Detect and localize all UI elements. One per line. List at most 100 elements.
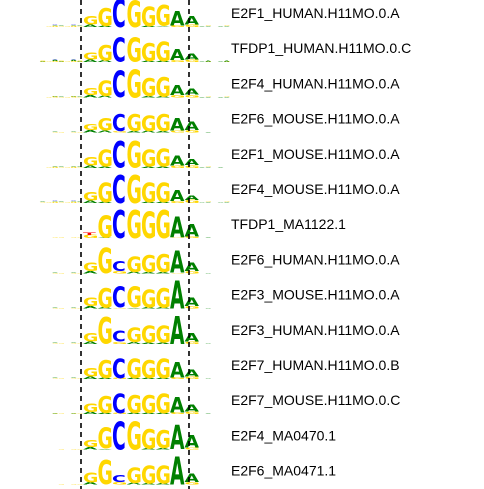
motif-letter: G bbox=[98, 76, 113, 101]
motif-letter: C bbox=[112, 328, 126, 346]
motif-letter: C bbox=[112, 32, 126, 70]
flank-letter: A bbox=[52, 60, 59, 61]
motif-letter: G bbox=[156, 179, 171, 209]
flank-letter: A bbox=[71, 378, 78, 379]
flank-letter: C bbox=[52, 59, 58, 60]
motif-letter-minor: A bbox=[141, 61, 156, 63]
motif-letter: G bbox=[156, 145, 171, 173]
flank-letter: G bbox=[52, 132, 59, 133]
flank-letter: G bbox=[64, 26, 71, 27]
motif-letter: G bbox=[156, 38, 171, 68]
flank-letter: A bbox=[224, 61, 231, 62]
flank-letter: G bbox=[58, 484, 65, 485]
motif-letter-minor: A bbox=[156, 26, 172, 27]
flank-letter: G bbox=[71, 61, 78, 63]
motif-letter: G bbox=[98, 179, 113, 209]
motif-letter-minor: G bbox=[112, 308, 127, 309]
flank-letter: G bbox=[224, 25, 231, 26]
motif-letter: G bbox=[98, 455, 113, 489]
flank-letter: G bbox=[71, 273, 78, 274]
motif-letter: G bbox=[127, 0, 142, 36]
motif-letter-minor: A bbox=[156, 307, 172, 309]
motif-letter-minor: A bbox=[83, 271, 98, 275]
motif-letter: G bbox=[141, 356, 156, 384]
motif-name-label: E2F3_HUMAN.H11MO.0.A bbox=[231, 322, 400, 338]
motif-letter-minor: G bbox=[185, 59, 200, 64]
flank-letter: A bbox=[71, 272, 78, 273]
flank-letter: G bbox=[58, 343, 65, 344]
motif-letter: A bbox=[185, 221, 200, 241]
flank-letter: G bbox=[71, 237, 78, 238]
motif-letter-minor: G bbox=[170, 412, 185, 414]
motif-letter: G bbox=[83, 470, 98, 486]
motif-letter: A bbox=[185, 14, 200, 27]
flank-letter: G bbox=[77, 132, 84, 133]
motif-letter-minor: G bbox=[170, 273, 185, 274]
motif-letter-minor: A bbox=[98, 60, 113, 62]
flank-letter: A bbox=[218, 26, 225, 27]
flank-letter: A bbox=[58, 96, 65, 97]
motif-name-label: TFDP1_MA1122.1 bbox=[231, 216, 346, 232]
motif-letter-minor: A bbox=[141, 131, 156, 133]
flank-letter: A bbox=[205, 132, 212, 133]
motif-letter: A bbox=[170, 357, 185, 382]
motif-letter: G bbox=[98, 41, 113, 66]
motif-letter: G bbox=[141, 179, 156, 209]
motif-letter-minor: G bbox=[185, 411, 200, 415]
flank-letter: G bbox=[52, 237, 59, 238]
motif-letter-minor: A bbox=[141, 166, 156, 168]
motif-letter-minor: A bbox=[83, 482, 98, 485]
flank-letter: A bbox=[71, 131, 78, 132]
motif-letter: A bbox=[185, 472, 200, 485]
flank-letter: G bbox=[58, 61, 65, 62]
motif-letter: G bbox=[127, 32, 142, 70]
flank-letter: G bbox=[205, 166, 212, 167]
flank-letter: G bbox=[71, 202, 78, 204]
motif-letter-minor: A bbox=[141, 272, 156, 274]
motif-letter: G bbox=[83, 438, 98, 450]
flank-letter: G bbox=[71, 413, 78, 414]
flank-letter: G bbox=[52, 308, 59, 309]
flank-letter: A bbox=[77, 61, 84, 62]
flank-letter: A bbox=[199, 202, 206, 203]
motif-letter-minor: A bbox=[83, 341, 98, 345]
flank-letter: G bbox=[46, 167, 53, 168]
motif-letter: G bbox=[156, 251, 171, 279]
motif-letter: G bbox=[156, 73, 171, 103]
flank-letter: G bbox=[71, 378, 78, 379]
flank-letter: A bbox=[205, 378, 212, 379]
motif-letter: G bbox=[98, 4, 113, 32]
motif-letter-minor: A bbox=[98, 307, 114, 309]
motif-letter: A bbox=[170, 115, 185, 135]
motif-letter: G bbox=[127, 392, 142, 420]
motif-letter-minor: A bbox=[127, 483, 142, 485]
motif-letter-minor: A bbox=[141, 413, 156, 415]
motif-letter-minor: G bbox=[170, 130, 185, 133]
motif-letter-minor: A bbox=[127, 413, 142, 415]
flank-letter: G bbox=[58, 449, 65, 450]
motif-letter: A bbox=[170, 450, 185, 489]
motif-letter: G bbox=[98, 209, 113, 245]
flank-letter: A bbox=[71, 96, 78, 97]
flank-letter: G bbox=[58, 378, 65, 379]
motif-letter-minor: G bbox=[83, 234, 98, 239]
motif-row: GAG GAG AG G GC AG AG AG GA GA AE2F6_HUMAN.H11MO.0… bbox=[52, 241, 400, 282]
motif-letter-minor: G bbox=[185, 130, 200, 134]
motif-letter-minor: A bbox=[98, 202, 114, 204]
motif-letter-minor: G bbox=[170, 237, 185, 238]
motif-letter: G bbox=[83, 296, 98, 309]
flank-letter: G bbox=[77, 26, 84, 27]
motif-letter-minor: A bbox=[156, 448, 171, 450]
motif-row: GAG GAG AG AG GC AG AG AG A GA AE2F3_MOUSE.H11MO.0… bbox=[52, 274, 400, 318]
motif-letter-minor: A bbox=[98, 130, 113, 133]
motif-letter: G bbox=[141, 204, 156, 247]
motif-letter: G bbox=[156, 322, 171, 348]
motif-name-label: E2F1_HUMAN.H11MO.0.A bbox=[231, 5, 400, 21]
flank-letter: A bbox=[52, 201, 59, 202]
flank-letter: G bbox=[58, 202, 65, 203]
flank-letter: G bbox=[77, 61, 84, 62]
motif-letter: A bbox=[185, 296, 200, 309]
motif-letter: G bbox=[83, 123, 98, 132]
